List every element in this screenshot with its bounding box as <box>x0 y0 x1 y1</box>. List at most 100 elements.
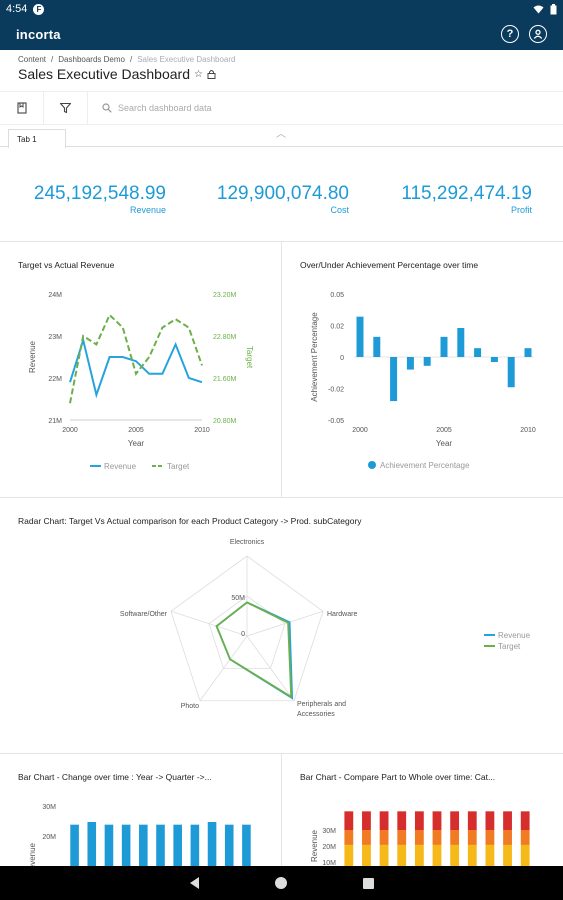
y-tick-label: 0 <box>340 355 344 362</box>
kpi-revenue[interactable]: 245,192,548.99 Revenue <box>30 183 166 215</box>
y2-tick-label: 23.20M <box>213 292 237 299</box>
filter-icon <box>60 103 71 113</box>
axis-label: Accessories <box>297 711 335 718</box>
bookmark-button[interactable] <box>0 91 44 125</box>
chart-title: Bar Chart - Change over time : Year -> Q… <box>18 772 212 782</box>
panel-change-over-time[interactable]: Bar Chart - Change over time : Year -> Q… <box>0 754 281 866</box>
radar-spoke <box>199 635 248 701</box>
y2-tick-label: 20.80M <box>213 418 237 425</box>
y-axis-title: Revenue <box>28 842 37 866</box>
app-badge-icon: F <box>33 3 45 15</box>
tab-1[interactable]: Tab 1 <box>8 129 66 148</box>
y-axis-title: Revenue <box>310 829 319 862</box>
stacked-bar-segment <box>414 811 424 830</box>
back-icon[interactable] <box>189 877 199 889</box>
stacked-bar-segment <box>503 844 512 866</box>
recents-icon[interactable] <box>362 877 374 889</box>
bookmark-icon <box>16 102 27 114</box>
search-input[interactable]: Search dashboard data <box>118 103 212 113</box>
kpi-row: 245,192,548.99 Revenue 129,900,074.80 Co… <box>0 147 563 242</box>
bar <box>242 824 251 866</box>
app-bar: incorta ? <box>0 18 563 50</box>
search-icon <box>102 103 112 113</box>
y-tick-label: 20M <box>322 844 336 851</box>
bar <box>104 824 114 866</box>
kpi-profit[interactable]: 115,292,474.19 Profit <box>396 183 532 215</box>
stacked-bar-segment <box>397 844 407 866</box>
y-tick-label: -0.02 <box>328 387 344 394</box>
y2-tick-label: 22.80M <box>213 334 237 341</box>
y-axis-title: Achievement Percentage <box>310 312 319 402</box>
y-tick-label: 30M <box>42 804 56 811</box>
breadcrumb-content[interactable]: Content <box>18 55 47 64</box>
pin-icon[interactable]: ☆ <box>194 68 203 80</box>
bar <box>490 357 498 363</box>
stacked-bar-segment <box>503 830 512 845</box>
kpi-value: 115,292,474.19 <box>401 183 532 204</box>
axis-label: Electronics <box>230 539 265 546</box>
page-title-row: Sales Executive Dashboard ☆ <box>18 66 216 82</box>
breadcrumb-separator: / <box>129 55 133 64</box>
user-account-icon[interactable] <box>529 25 547 43</box>
breadcrumb-separator: / <box>51 55 54 64</box>
bar-chart: 30M 20M Revenue <box>28 804 251 866</box>
panel-radar[interactable]: Radar Chart: Target Vs Actual comparison… <box>0 498 563 754</box>
panel-achievement[interactable]: Over/Under Achievement Percentage over t… <box>282 242 563 498</box>
filter-button[interactable] <box>44 91 88 125</box>
panel-target-vs-actual[interactable]: Target vs Actual Revenue 24M 23M 22M 21M 23.… <box>0 242 281 498</box>
y-tick-label: 30M <box>322 828 336 835</box>
stacked-bar-segment <box>467 844 477 866</box>
chart-title: Bar Chart - Compare Part to Whole over t… <box>300 772 496 782</box>
x-tick-label: 2010 <box>520 427 536 434</box>
radar-grid <box>170 555 324 702</box>
search-bar[interactable]: Search dashboard data <box>88 103 212 113</box>
tab-bar: Tab 1 ︿ <box>0 125 563 148</box>
bar <box>373 336 381 357</box>
legend-label: Revenue <box>498 631 531 640</box>
bar <box>224 824 234 866</box>
axis-label: Software/Other <box>120 611 168 618</box>
stacked-bar-segment <box>450 830 460 845</box>
page-title: Sales Executive Dashboard <box>18 66 190 82</box>
dashboard-toolbar: Search dashboard data <box>0 91 563 125</box>
stacked-bar-segment <box>414 830 424 845</box>
axis-label: Hardware <box>327 611 357 618</box>
stacked-bar-segment <box>467 830 477 845</box>
legend-label: Target <box>167 462 190 471</box>
stacked-bar-segment <box>432 811 442 830</box>
bar <box>524 348 532 357</box>
help-icon[interactable]: ? <box>501 25 519 43</box>
line-chart: 24M 23M 22M 21M 23.20M 22.80M 21.60M 20.80M 2000… <box>28 292 254 471</box>
bar <box>356 316 364 357</box>
breadcrumb-dashboards-demo[interactable]: Dashboards Demo <box>58 55 125 64</box>
legend-label: Revenue <box>104 462 137 471</box>
kpi-label: Cost <box>330 205 349 215</box>
panel-divider <box>281 242 282 498</box>
bar <box>156 824 165 866</box>
radar-grid <box>208 595 286 669</box>
stacked-bar-segment <box>414 844 424 866</box>
y-tick-label: 20M <box>42 834 56 841</box>
chart-title: Over/Under Achievement Percentage over t… <box>300 260 479 270</box>
y2-axis-title: Target <box>245 346 254 369</box>
ring-label: 50M <box>231 595 245 602</box>
panel-part-to-whole[interactable]: Bar Chart - Compare Part to Whole over t… <box>282 754 563 866</box>
stacked-bar-segment <box>520 811 530 830</box>
home-icon[interactable] <box>274 877 287 889</box>
series-line-revenue <box>69 336 203 399</box>
bar <box>423 357 431 366</box>
collapse-chevron-icon[interactable]: ︿ <box>276 129 286 140</box>
incorta-logo[interactable]: incorta <box>16 26 61 42</box>
stacked-bar-segment <box>397 811 407 830</box>
kpi-cost[interactable]: 129,900,074.80 Cost <box>213 183 349 215</box>
legend-label: Target <box>498 642 521 651</box>
radar-series-target <box>215 601 293 699</box>
stacked-bar-segment <box>520 830 530 845</box>
chart-title: Radar Chart: Target Vs Actual comparison… <box>18 516 362 526</box>
y-tick-label: -0.05 <box>328 418 344 425</box>
stacked-bar-segment <box>397 830 407 845</box>
lock-icon[interactable] <box>207 69 216 79</box>
bar <box>190 824 200 866</box>
bar <box>474 348 482 357</box>
